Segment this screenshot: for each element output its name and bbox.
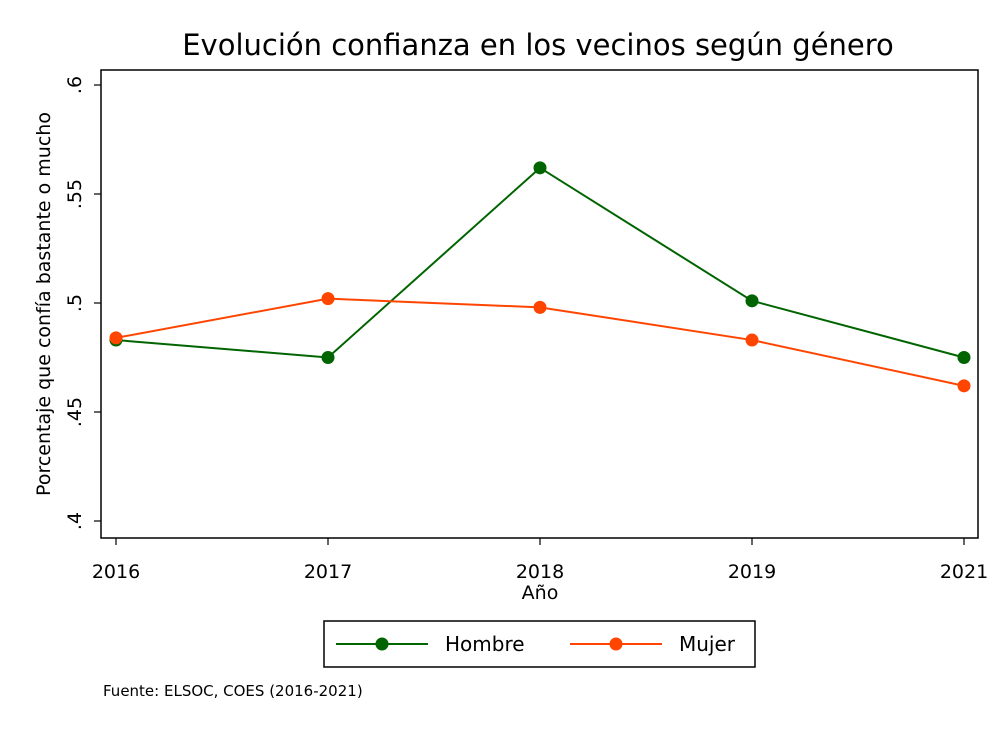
data-point-mujer	[957, 379, 971, 393]
chart-title: Evolución confianza en los vecinos según…	[182, 28, 894, 62]
x-tick-label: 2016	[92, 561, 140, 583]
data-point-hombre	[745, 294, 759, 308]
y-tick-label: .4	[64, 512, 86, 530]
data-point-hombre	[321, 351, 335, 364]
x-tick-label: 2021	[940, 561, 988, 583]
x-tick-label: 2018	[516, 561, 564, 583]
y-axis-label: Porcentaje que confía bastante o mucho	[33, 112, 55, 496]
y-tick-label: .45	[64, 397, 86, 427]
legend-label-mujer: Mujer	[679, 632, 736, 656]
x-axis-label: Año	[522, 582, 559, 604]
y-tick-label: .5	[64, 294, 86, 312]
data-point-mujer	[321, 292, 335, 306]
y-tick-label: .55	[64, 179, 86, 209]
y-axis: .4 .45 .5 .55 .6	[64, 76, 101, 530]
data-point-mujer	[533, 300, 547, 314]
legend-marker-hombre	[375, 637, 389, 651]
legend: Hombre Mujer	[323, 620, 756, 668]
legend-marker-mujer	[609, 637, 623, 651]
data-point-mujer	[745, 333, 759, 347]
legend-label-hombre: Hombre	[445, 632, 525, 656]
x-tick-label: 2019	[728, 561, 776, 583]
x-tick-label: 2017	[304, 561, 352, 583]
y-tick-label: .6	[64, 76, 86, 94]
source-note: Fuente: ELSOC, COES (2016-2021)	[103, 682, 363, 700]
series-line-hombre	[115, 166, 965, 359]
data-point-hombre	[957, 351, 971, 364]
x-axis: 2016 2017 2018 2019 2021	[92, 538, 988, 583]
data-point-mujer	[109, 331, 123, 345]
data-point-hombre	[533, 161, 547, 175]
series-layer	[109, 161, 971, 393]
